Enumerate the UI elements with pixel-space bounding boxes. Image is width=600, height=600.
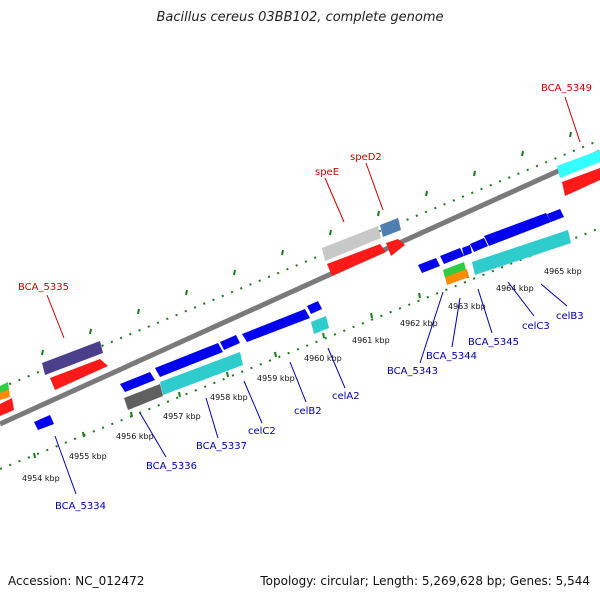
gene-arrow[interactable] xyxy=(418,258,440,273)
gene-arrow[interactable] xyxy=(547,209,564,222)
gene-arrow[interactable] xyxy=(484,213,551,246)
genome-title: Bacillus cereus 03BB102, complete genome xyxy=(156,10,444,25)
forward-major-ticks xyxy=(41,131,572,356)
gene-label[interactable]: celC2 xyxy=(248,426,276,437)
gene-bca5337[interactable] xyxy=(160,352,243,395)
gene-label[interactable]: celB3 xyxy=(556,311,584,322)
gene-arrow[interactable] xyxy=(0,389,10,400)
gene-label[interactable]: speE xyxy=(315,167,339,178)
gene-cela2[interactable] xyxy=(311,316,329,334)
gene-arrow[interactable] xyxy=(462,245,472,256)
tick-label: 4961 kbp xyxy=(352,336,390,345)
gene-label[interactable]: BCA_5344 xyxy=(426,351,477,362)
gene-arrow[interactable] xyxy=(242,309,310,342)
gene-label[interactable]: speD2 xyxy=(350,152,382,163)
gene-arrow[interactable] xyxy=(155,343,223,377)
tick-label: 4956 kbp xyxy=(116,432,154,441)
reverse-genes xyxy=(34,209,571,430)
gene-arrow[interactable] xyxy=(307,301,322,314)
gene-label[interactable]: BCA_5334 xyxy=(55,501,106,512)
gene-arrow[interactable] xyxy=(34,415,54,430)
gene-bca5349[interactable] xyxy=(557,150,600,178)
forward-gene-labels: BCA_5335 speE speD2 BCA_5349 xyxy=(18,83,592,339)
gene-label[interactable]: celB2 xyxy=(294,406,322,417)
gene-arrow[interactable] xyxy=(50,359,108,390)
tick-label: 4958 kbp xyxy=(210,393,248,402)
gene-arrow[interactable] xyxy=(470,238,488,252)
gene-arrow[interactable] xyxy=(0,398,14,416)
tick-label: 4965 kbp xyxy=(544,267,582,276)
accession-text: Accession: NC_012472 xyxy=(8,574,145,588)
genome-backbone xyxy=(0,149,600,427)
gene-label[interactable]: BCA_5349 xyxy=(541,83,592,94)
gene-label[interactable]: BCA_5343 xyxy=(387,366,438,377)
tick-label: 4957 kbp xyxy=(163,412,201,421)
tick-label: 4955 kbp xyxy=(69,452,107,461)
tick-label: 4954 kbp xyxy=(22,474,60,483)
gene-label[interactable]: BCA_5337 xyxy=(196,441,247,452)
gene-label[interactable]: BCA_5335 xyxy=(18,282,69,293)
gene-label[interactable]: celC3 xyxy=(522,321,550,332)
gene-arrow[interactable] xyxy=(220,335,240,350)
tick-label: 4963 kbp xyxy=(448,302,486,311)
genome-summary-text: Topology: circular; Length: 5,269,628 bp… xyxy=(260,574,590,588)
gene-bca5344[interactable] xyxy=(443,262,466,278)
tick-label: 4959 kbp xyxy=(257,374,295,383)
gene-arrow[interactable] xyxy=(440,248,464,264)
gene-label[interactable]: BCA_5345 xyxy=(468,337,519,348)
gene-arrow[interactable] xyxy=(327,244,386,276)
tick-label: 4960 kbp xyxy=(304,354,342,363)
gene-bca5336[interactable] xyxy=(124,384,163,410)
gene-sped2[interactable] xyxy=(380,218,401,237)
gene-arrow[interactable] xyxy=(562,168,600,196)
forward-tick-track xyxy=(0,139,600,389)
forward-genes xyxy=(0,150,600,416)
gene-label[interactable]: celA2 xyxy=(332,391,360,402)
gene-spee[interactable] xyxy=(322,226,381,261)
reverse-gene-labels: BCA_5334 BCA_5336 BCA_5337 celC2 celB2 c… xyxy=(54,281,584,512)
gene-bca5335[interactable] xyxy=(42,341,103,375)
gene-arrow[interactable] xyxy=(120,372,155,392)
gene-bca5343[interactable] xyxy=(445,269,469,285)
gene-celc3[interactable] xyxy=(472,230,571,275)
tick-label: 4964 kbp xyxy=(496,284,534,293)
tick-label: 4962 kbp xyxy=(400,319,438,328)
kbp-tick-labels: 4954 kbp 4955 kbp 4956 kbp 4957 kbp 4958… xyxy=(22,267,582,483)
gene-arrow[interactable] xyxy=(386,239,405,256)
gene-label[interactable]: BCA_5336 xyxy=(146,461,197,472)
